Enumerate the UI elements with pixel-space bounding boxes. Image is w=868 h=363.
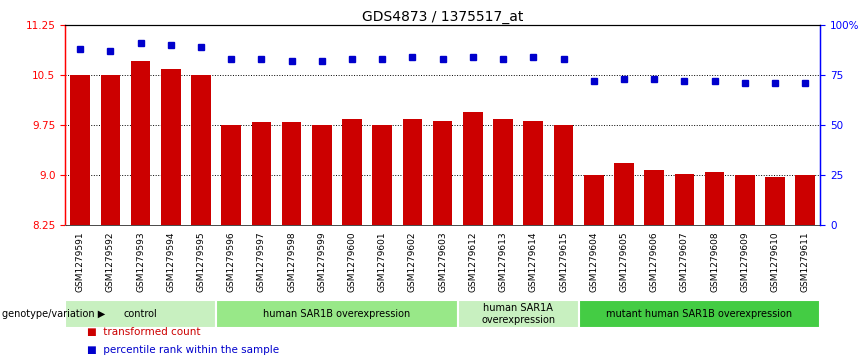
Text: GSM1279608: GSM1279608 (710, 231, 719, 291)
Bar (735, 175, 754, 225)
Text: GSM1279593: GSM1279593 (136, 231, 145, 291)
Text: GSM1279598: GSM1279598 (287, 231, 296, 291)
Bar (554, 125, 574, 225)
Text: ■  transformed count: ■ transformed count (87, 327, 201, 337)
Bar (221, 125, 241, 225)
Bar (705, 172, 725, 225)
Bar (644, 171, 664, 225)
Text: GSM1279609: GSM1279609 (740, 231, 749, 291)
Bar (457, 300, 579, 328)
Text: GSM1279607: GSM1279607 (680, 231, 689, 291)
Title: GDS4873 / 1375517_at: GDS4873 / 1375517_at (362, 11, 523, 24)
Text: GSM1279600: GSM1279600 (347, 231, 357, 291)
Text: GSM1279602: GSM1279602 (408, 231, 417, 291)
Bar (70, 75, 90, 225)
Text: GSM1279611: GSM1279611 (800, 231, 810, 291)
Text: GSM1279603: GSM1279603 (438, 231, 447, 291)
Text: GSM1279592: GSM1279592 (106, 231, 115, 291)
Bar (433, 121, 452, 225)
Text: GSM1279614: GSM1279614 (529, 231, 538, 291)
Bar (579, 300, 820, 328)
Bar (312, 125, 332, 225)
Text: GSM1279599: GSM1279599 (318, 231, 326, 291)
Bar (191, 75, 211, 225)
Bar (216, 300, 457, 328)
Text: GSM1279596: GSM1279596 (227, 231, 236, 291)
Bar (614, 163, 634, 225)
Bar (463, 112, 483, 225)
Bar (131, 61, 150, 225)
Text: ■  percentile rank within the sample: ■ percentile rank within the sample (87, 345, 279, 355)
Bar (493, 119, 513, 225)
Text: GSM1279594: GSM1279594 (167, 231, 175, 291)
Text: GSM1279613: GSM1279613 (498, 231, 508, 291)
Text: GSM1279612: GSM1279612 (469, 231, 477, 291)
Text: GSM1279610: GSM1279610 (771, 231, 779, 291)
Text: GSM1279595: GSM1279595 (196, 231, 206, 291)
Bar (101, 75, 121, 225)
Text: human SAR1A
overexpression: human SAR1A overexpression (481, 303, 556, 325)
Bar (372, 125, 392, 225)
Bar (65, 300, 216, 328)
Bar (523, 121, 543, 225)
Bar (765, 177, 785, 225)
Bar (584, 175, 603, 225)
Text: genotype/variation ▶: genotype/variation ▶ (2, 309, 105, 319)
Text: GSM1279597: GSM1279597 (257, 231, 266, 291)
Bar (252, 122, 272, 225)
Text: GSM1279605: GSM1279605 (620, 231, 628, 291)
Text: mutant human SAR1B overexpression: mutant human SAR1B overexpression (607, 309, 792, 319)
Text: GSM1279606: GSM1279606 (649, 231, 659, 291)
Bar (161, 69, 181, 225)
Text: GSM1279615: GSM1279615 (559, 231, 568, 291)
Bar (674, 174, 694, 225)
Bar (342, 119, 362, 225)
Text: control: control (124, 309, 157, 319)
Text: GSM1279604: GSM1279604 (589, 231, 598, 291)
Text: human SAR1B overexpression: human SAR1B overexpression (263, 309, 411, 319)
Text: GSM1279601: GSM1279601 (378, 231, 387, 291)
Text: GSM1279591: GSM1279591 (76, 231, 85, 291)
Bar (795, 175, 815, 225)
Bar (403, 119, 423, 225)
Bar (282, 122, 301, 225)
